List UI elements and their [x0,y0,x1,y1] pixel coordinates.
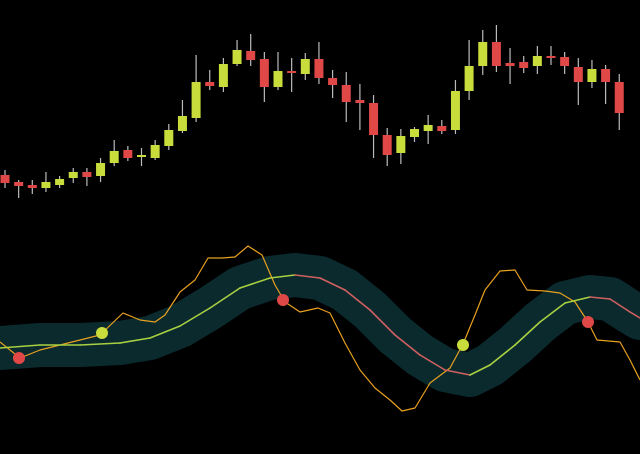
signal-marker [457,339,469,351]
candle-body [355,100,365,103]
candle-body [573,67,583,82]
candle-body [532,56,542,66]
candle-body [287,71,297,73]
signal-segment [369,309,396,336]
signal-segment [539,302,566,323]
candle-body [328,78,338,85]
signal-segment [469,364,491,376]
candle-body [259,59,269,87]
signal-segment [444,369,471,376]
candle-body [164,130,174,146]
signal-marker [96,327,108,339]
signal-segment [209,287,241,309]
signal-segment [419,354,446,371]
candle-body [273,71,283,87]
candle-body [150,145,160,158]
candle-body [423,125,433,131]
candle-body [191,82,201,118]
signal-segment [514,321,541,346]
candle-body [314,59,324,78]
candle-body [410,129,419,137]
candle-body [560,57,570,66]
candle-body [519,62,529,68]
candle-body [41,182,51,188]
oscillator-line [0,245,640,412]
candle-body [218,64,228,87]
signal-marker [13,352,25,364]
candle-body [27,185,37,188]
candle-body [601,69,611,82]
indicator-band [0,253,640,397]
candle-body [0,175,10,183]
signal-segment [0,344,41,349]
candle-body [546,56,556,58]
signal-segment [179,307,211,327]
candle-body [109,151,119,163]
candle-body [437,126,447,131]
candle-body [369,103,379,135]
candle-body [396,136,406,153]
signal-segment [564,296,591,304]
candle-body [341,85,351,102]
candle-body [55,179,65,185]
signal-marker [582,316,594,328]
signal-segment [489,344,516,366]
candle-body [14,182,24,186]
candle-body [587,69,597,82]
signal-segment [629,311,640,319]
candle-body [300,59,310,74]
signal-segment [589,296,611,300]
candle-body [464,66,474,91]
candle-body [505,63,515,66]
candle-body [96,163,106,176]
signal-segment [319,277,346,291]
signal-segment [294,274,321,279]
candle-body [137,155,146,157]
signal-segment [149,325,181,339]
candle-body [68,172,78,178]
signal-marker [277,294,289,306]
candle-body [450,91,460,130]
signal-segment [609,298,631,313]
signal-segment [394,334,421,356]
candle-body [491,42,501,66]
candle-body [614,82,624,113]
signal-segment [239,277,271,289]
signal-segment [269,274,296,279]
candle-body [82,172,92,177]
signal-segment [344,289,371,311]
candle-body [232,50,242,64]
signal-segment [79,342,121,346]
candle-body [177,116,187,131]
candle-body [478,42,488,66]
candle-body [246,51,256,60]
candle-body [123,150,133,158]
candle-body [382,135,392,155]
candle-body [205,82,215,86]
signal-segment [119,337,151,344]
